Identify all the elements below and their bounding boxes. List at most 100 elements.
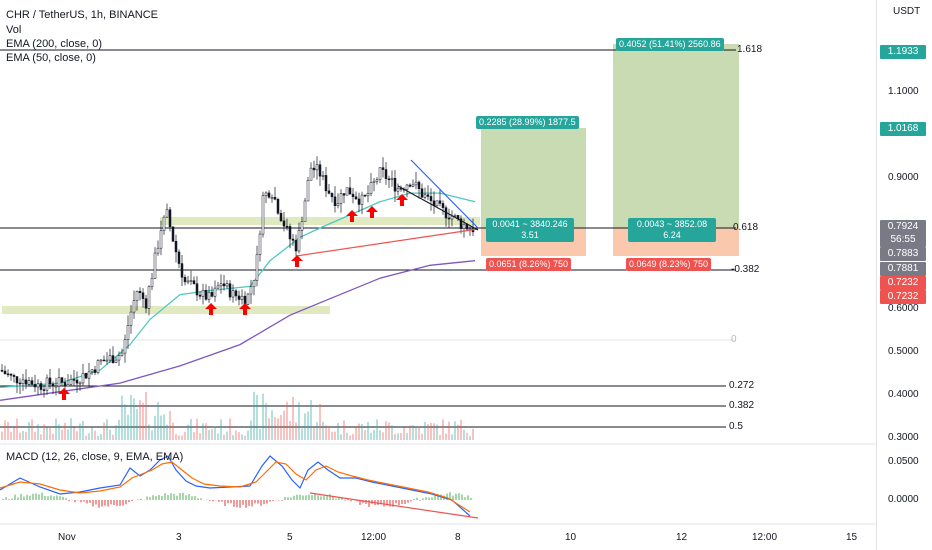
volume-bar <box>202 423 204 440</box>
up-arrow-icon <box>239 303 251 315</box>
macd-hist-bar <box>47 496 49 500</box>
vol-legend: Vol <box>6 24 22 36</box>
volume-bar <box>55 418 57 440</box>
volume-bar <box>52 433 54 440</box>
candle-body <box>231 290 235 298</box>
candle-body <box>24 379 28 385</box>
volume-bar <box>319 403 321 440</box>
candle-body <box>261 195 265 235</box>
macd-hist-bar <box>119 500 121 506</box>
candle-body <box>96 360 100 373</box>
macd-hist-bar <box>167 495 169 500</box>
volume-bar <box>115 425 117 440</box>
candle-body <box>195 283 199 296</box>
candle-body <box>183 277 187 283</box>
candle-body <box>378 167 382 180</box>
position-1-profit-zone[interactable] <box>481 128 586 228</box>
macd-hist-bar <box>26 494 28 500</box>
time-tick: 10 <box>565 532 577 543</box>
volume-bar <box>64 422 66 440</box>
candle-body <box>117 355 121 361</box>
time-tick: Nov <box>58 532 76 543</box>
candle-body <box>219 283 223 287</box>
candle-body <box>264 192 268 196</box>
macd-hist-bar <box>269 500 271 502</box>
volume-bar <box>223 434 225 440</box>
candle-body <box>93 369 97 373</box>
candle-body <box>369 182 373 194</box>
macd-hist-bar <box>197 498 199 500</box>
position-2-profit-zone[interactable] <box>613 44 739 228</box>
candle-body <box>177 251 181 264</box>
macd-hist-bar <box>20 493 22 500</box>
candle-body <box>453 215 457 217</box>
macd-hist-bar <box>221 500 223 502</box>
candle-body <box>48 377 52 385</box>
macd-hist-bar <box>467 495 469 500</box>
candle-body <box>393 178 397 192</box>
candle-body <box>333 196 337 206</box>
volume-bar <box>322 421 324 440</box>
macd-hist-bar <box>65 498 67 500</box>
macd-hist-bar <box>89 500 91 503</box>
candle-body <box>174 241 178 253</box>
price-tag: 0.7881 <box>880 262 926 276</box>
volume-bar <box>412 425 414 440</box>
black-trendline-bottom[interactable] <box>397 185 479 231</box>
candle-body <box>27 380 31 385</box>
volume-bar <box>307 411 309 440</box>
macd-hist-bar <box>110 500 112 505</box>
candle-body <box>375 179 379 182</box>
macd-hist-bar <box>248 500 250 506</box>
time-tick: 5 <box>287 532 293 543</box>
candle-body <box>78 382 82 385</box>
position-2-entry-label: 0.0043 ~ 3852.08 6.24 <box>628 218 716 242</box>
candle-body <box>162 216 166 231</box>
volume-bar <box>274 417 276 440</box>
volume-bar <box>424 421 426 440</box>
candle-body <box>192 280 196 284</box>
macd-tick: 0.0000 <box>888 494 919 505</box>
volume-bar <box>70 418 72 440</box>
candle-body <box>438 200 442 204</box>
macd-hist-bar <box>17 497 19 500</box>
macd-hist-bar <box>146 496 148 500</box>
macd-hist-bar <box>212 500 214 502</box>
volume-bar <box>127 414 129 440</box>
candle-body <box>348 187 352 195</box>
macd-hist-bar <box>458 493 460 500</box>
candle-body <box>30 380 34 385</box>
price-tick: 0.9000 <box>888 172 919 183</box>
volume-bar <box>193 432 195 440</box>
volume-bar <box>217 433 219 440</box>
volume-bar <box>454 421 456 440</box>
candle-body <box>324 175 328 192</box>
macd-hist-bar <box>95 500 97 505</box>
volume-bar <box>172 422 174 440</box>
price-tick: 0.6000 <box>888 303 919 314</box>
blue-trendline-top[interactable] <box>410 159 479 229</box>
time-tick: 12:00 <box>752 532 778 543</box>
macd-hist-bar <box>23 496 25 500</box>
volume-bar <box>118 419 120 440</box>
macd-hist-bar <box>263 500 265 505</box>
volume-bar <box>100 434 102 440</box>
price-tag: 0.7232 <box>880 290 926 304</box>
candle-body <box>318 164 322 177</box>
support-zone-lower <box>2 306 330 314</box>
volume-bar <box>46 427 48 440</box>
red-trendline[interactable] <box>295 228 479 257</box>
macd-divergence-line[interactable] <box>309 492 479 519</box>
volume-bar <box>430 423 432 440</box>
macd-legend: MACD (12, 26, close, 9, EMA, EMA) <box>6 451 184 463</box>
macd-hist-bar <box>302 495 304 500</box>
candle-body <box>87 371 91 379</box>
macd-hist-bar <box>191 496 193 500</box>
currency-label: USDT <box>893 6 921 17</box>
volume-bars <box>1 391 474 440</box>
candle-body <box>303 200 307 222</box>
candle-body <box>255 254 259 281</box>
volume-bar <box>328 427 330 440</box>
position-1-target-label: 0.2285 (28.99%) 1877.5 <box>476 116 579 129</box>
